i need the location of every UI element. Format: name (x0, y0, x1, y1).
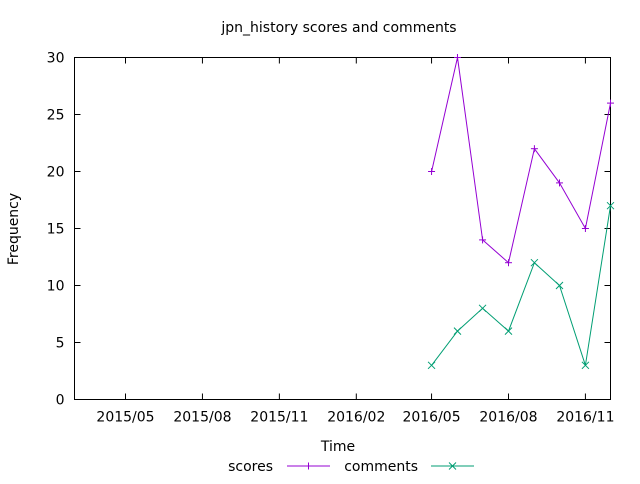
y-tick-label: 10 (47, 279, 65, 295)
y-tick-label: 30 (47, 51, 65, 67)
x-tick-label: 2016/05 (402, 410, 460, 426)
x-tick-label: 2015/05 (96, 410, 154, 426)
y-tick-label: 20 (47, 165, 65, 181)
comments-point (504, 327, 513, 335)
legend-marker-scores (305, 462, 312, 470)
comments-point-d2 (453, 327, 462, 335)
comments-point-d2 (581, 361, 590, 370)
y-tick-label: 25 (47, 108, 65, 124)
axes-layer: 0 5 10 15 20 25 30 2015/05 2015/08 2015/11 2016/02… (47, 51, 615, 426)
series-layer (427, 54, 615, 370)
y-tick-label: 0 (56, 393, 65, 409)
y-tick-label: 5 (56, 336, 65, 352)
x-tick-label: 2016/11 (556, 410, 614, 426)
comments-point (555, 281, 564, 290)
comments-point-d2 (427, 361, 436, 370)
comments-point (478, 304, 487, 313)
legend-marker-comments (448, 462, 457, 470)
scores-line (431, 57, 611, 264)
scores-point (504, 259, 512, 267)
comments-point-d2 (530, 258, 539, 267)
x-tick-label: 2016/02 (327, 410, 385, 426)
x-tick-label: 2015/11 (250, 410, 308, 426)
comments-point (581, 361, 590, 370)
legend: scores comments (228, 459, 474, 475)
scores-point (607, 99, 614, 107)
y-axis-label: Frequency (6, 193, 22, 265)
scores-point (555, 179, 563, 187)
x-axis-label: Time (320, 439, 355, 455)
comments-point (530, 258, 539, 267)
legend-label-scores: scores (228, 459, 273, 475)
scores-point (581, 225, 589, 232)
plot-frame (74, 57, 611, 400)
comments-point-d2 (504, 327, 513, 335)
comments-point (606, 201, 615, 210)
scores-point (479, 236, 487, 244)
scores-point (530, 145, 538, 153)
legend-label-comments: comments (344, 459, 418, 475)
comments-line (431, 205, 611, 366)
comments-point (427, 361, 436, 370)
scores-point (428, 168, 436, 175)
scores-point (453, 54, 461, 61)
comments-point-d2 (555, 281, 564, 290)
legend-marker-comments-d2 (448, 462, 457, 470)
y-tick-label: 15 (47, 222, 65, 238)
comments-point-d2 (478, 304, 487, 313)
x-tick-label: 2016/08 (479, 410, 537, 426)
comments-point (453, 327, 462, 335)
chart-title: jpn_history scores and comments (220, 20, 456, 36)
x-tick-label: 2015/08 (173, 410, 231, 426)
comments-point-d2 (606, 201, 615, 210)
